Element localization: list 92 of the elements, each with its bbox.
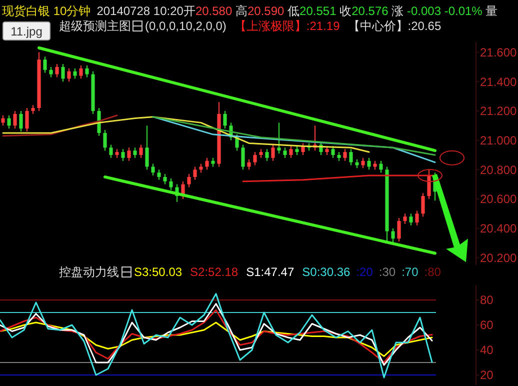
candlestick xyxy=(283,147,287,158)
text: 20.580 xyxy=(195,4,232,18)
text: S1:47.47 xyxy=(246,265,294,279)
y-tick-label: 60 xyxy=(480,318,494,332)
candlestick xyxy=(73,68,77,80)
candlestick xyxy=(367,157,371,170)
y-tick-label: 21.200 xyxy=(480,104,518,118)
text: 涨 xyxy=(388,4,407,18)
ref-line-label: :70 xyxy=(402,265,419,279)
text: 20.551 xyxy=(300,4,337,18)
candlestick xyxy=(121,148,125,162)
candlestick xyxy=(415,210,419,226)
text: 高 xyxy=(232,4,248,18)
line-series xyxy=(0,293,433,378)
candlestick xyxy=(61,64,65,82)
ref-line-label: :80 xyxy=(424,265,442,279)
ref-line-label: :20 xyxy=(356,265,374,279)
text: 【中心价】:20.65 xyxy=(348,19,442,33)
chart-subtitle: 超级预测主图 xyxy=(59,19,131,33)
y-tick-label: 21.000 xyxy=(480,133,518,148)
text: 收 xyxy=(336,4,352,18)
candlestick xyxy=(43,56,47,74)
candlestick xyxy=(289,146,293,158)
text: 【上涨极限】:21.19 xyxy=(234,19,340,33)
y-tick-label: 40 xyxy=(480,343,494,358)
text: 量 xyxy=(482,4,498,18)
candlestick xyxy=(253,152,257,166)
candlestick xyxy=(193,166,197,180)
candlestick xyxy=(127,147,131,162)
candlestick xyxy=(223,110,227,130)
candlestick xyxy=(421,192,425,218)
candlestick xyxy=(247,158,251,170)
candlestick xyxy=(109,144,113,158)
candlestick xyxy=(103,130,107,152)
text: 低 xyxy=(284,4,300,18)
candlestick xyxy=(391,228,395,244)
text: S2:52.18 xyxy=(190,265,238,279)
candlestick xyxy=(427,169,431,200)
candlestick xyxy=(79,64,83,80)
text: 20140728 10:20开 xyxy=(96,4,196,18)
candlestick xyxy=(85,64,89,78)
candlestick xyxy=(235,134,239,152)
text: 20.576 xyxy=(352,4,389,18)
candlestick xyxy=(133,147,137,158)
text: 20.590 xyxy=(248,4,285,18)
candlestick xyxy=(331,146,335,158)
ref-line-label: :30 xyxy=(378,265,396,279)
candlestick xyxy=(145,125,149,170)
candlestick xyxy=(205,157,209,170)
candlestick xyxy=(13,110,17,130)
candlestick xyxy=(397,218,401,242)
candlestick xyxy=(7,114,11,130)
candlestick xyxy=(403,213,407,224)
candlestick xyxy=(343,148,347,162)
candlestick xyxy=(163,174,167,185)
candlestick xyxy=(1,114,5,126)
candlestick xyxy=(241,144,245,170)
candlestick xyxy=(55,64,59,78)
candlestick xyxy=(379,160,383,174)
candlestick xyxy=(139,144,143,158)
line-series xyxy=(0,322,433,357)
y-tick-label: 20.400 xyxy=(480,222,518,236)
line-series xyxy=(152,116,436,156)
text: -0.003 -0.01% xyxy=(406,4,483,18)
candlestick xyxy=(19,110,23,132)
candlestick xyxy=(409,213,413,226)
y-tick-label: 21.600 xyxy=(480,45,518,60)
candlestick xyxy=(157,169,161,180)
line-series xyxy=(152,116,436,164)
candlestick xyxy=(187,174,191,188)
text: S3:50.03 xyxy=(134,265,182,279)
text: S0:30.36 xyxy=(302,265,351,279)
candlestick xyxy=(361,157,365,169)
y-tick-label: 21.400 xyxy=(480,74,518,89)
y-tick-label: 80 xyxy=(480,293,494,308)
chart-title: 控盘动力线 xyxy=(59,265,119,279)
y-tick-label: 20 xyxy=(480,368,494,382)
candlestick xyxy=(169,178,173,191)
candlestick xyxy=(151,163,155,176)
candlestick xyxy=(349,148,353,166)
candlestick xyxy=(49,66,53,78)
chart-title: 现货白银 10分钟 xyxy=(2,4,91,18)
candlestick xyxy=(67,68,71,82)
y-tick-label: 20.600 xyxy=(480,192,518,206)
y-tick-label: 20.200 xyxy=(480,250,518,265)
text: 11.jpg xyxy=(10,24,42,38)
candlestick xyxy=(265,148,269,162)
candlestick xyxy=(277,122,281,154)
candlestick xyxy=(271,144,275,162)
y-tick-label: 20.800 xyxy=(480,162,518,177)
text: (0,0,0,10,2,0,0) xyxy=(145,19,226,33)
candlestick xyxy=(25,108,29,132)
